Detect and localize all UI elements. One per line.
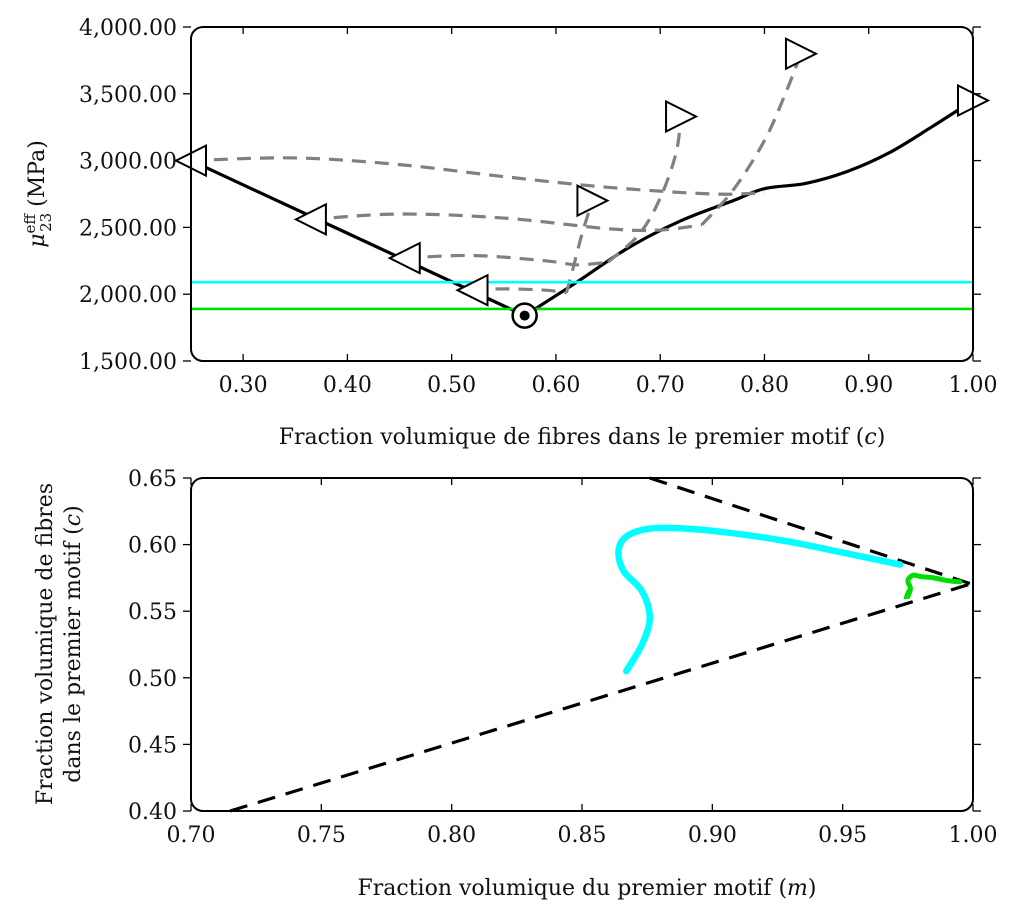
marker-triangle-left (387, 241, 421, 275)
bottom-x-axis-label: Fraction volumique du premier motif (m) (357, 876, 816, 901)
top-y-axis-label: μeff23(MPa) (21, 140, 55, 248)
bottom-y-axis-label-line2: dans le premier motif (c) (61, 505, 86, 782)
x-tick-label: 0.30 (219, 373, 268, 398)
series-line-dashed (190, 156, 765, 196)
marker-optimum-dot (519, 310, 530, 321)
marker-triangle-left (455, 273, 489, 307)
x-tick-label: 1.00 (949, 373, 998, 398)
x-tick-label: 0.85 (558, 823, 607, 848)
y-tick-label: 2,500.00 (79, 216, 177, 241)
x-tick-label: 0.60 (531, 373, 580, 398)
bottom-series (229, 476, 974, 813)
x-tick-label: 0.70 (636, 373, 685, 398)
y-tick-label: 2,000.00 (79, 283, 177, 308)
x-tick-label: 0.70 (167, 823, 216, 848)
top-markers (173, 37, 991, 329)
top-y-tick-labels: 1,500.00 2,000.00 2,500.00 3,000.00 3,500.00… (79, 16, 177, 375)
series-line-dashed (564, 200, 594, 294)
bottom-axis-ticks (183, 477, 981, 812)
bound-line-dashed (229, 581, 974, 813)
marker-triangle-right (576, 184, 610, 218)
x-tick-label: 1.00 (949, 823, 998, 848)
locus-green (905, 572, 963, 600)
series-line-dashed (404, 253, 609, 267)
locus-cyan (615, 524, 904, 675)
y-tick-label: 3,000.00 (79, 150, 177, 175)
x-tick-label: 0.50 (427, 373, 476, 398)
x-tick-label: 0.40 (323, 373, 372, 398)
locus-green-thin (903, 585, 912, 600)
marker-triangle-left (293, 202, 327, 237)
chart-top: 0.30 0.40 0.50 0.60 0.70 0.80 0.90 1.00 1,500.0… (21, 16, 997, 450)
top-x-tick-labels: 0.30 0.40 0.50 0.60 0.70 0.80 0.90 1.00 (219, 373, 998, 398)
series-line-dashed (607, 116, 683, 264)
top-x-axis-label: Fraction volumique de fibres dans le pre… (279, 425, 886, 450)
top-series (189, 53, 975, 318)
y-tick-label: 3,500.00 (79, 83, 177, 108)
y-tick-label: 1,500.00 (79, 350, 177, 375)
x-tick-label: 0.95 (818, 823, 867, 848)
series-line-dashed (310, 212, 703, 233)
y-tick-label: 0.55 (128, 600, 177, 625)
y-tick-label: 0.40 (128, 800, 177, 825)
marker-triangle-right (784, 37, 819, 71)
chart-bottom: 0.70 0.75 0.80 0.85 0.90 0.95 1.00 0.40 0.45 0.5… (33, 467, 997, 901)
x-tick-label: 0.80 (740, 373, 789, 398)
bottom-y-axis-label-line1: Fraction volumique de fibres (33, 483, 58, 805)
y-tick-label: 4,000.00 (79, 16, 177, 41)
x-tick-label: 0.90 (844, 373, 893, 398)
y-tick-label: 0.50 (128, 667, 177, 692)
bottom-x-tick-labels: 0.70 0.75 0.80 0.85 0.90 0.95 1.00 (167, 823, 998, 848)
y-tick-label: 0.65 (128, 467, 177, 492)
x-tick-label: 0.75 (297, 823, 346, 848)
bottom-plot-frame (190, 477, 974, 812)
y-tick-label: 0.45 (128, 733, 177, 758)
series-line-dashed (700, 53, 803, 226)
marker-triangle-right (665, 99, 699, 134)
top-plot-frame (190, 26, 974, 362)
x-tick-label: 0.80 (427, 823, 476, 848)
bottom-y-tick-labels: 0.40 0.45 0.50 0.55 0.60 0.65 (128, 467, 177, 825)
x-tick-label: 0.90 (688, 823, 737, 848)
y-tick-label: 0.60 (128, 534, 177, 559)
